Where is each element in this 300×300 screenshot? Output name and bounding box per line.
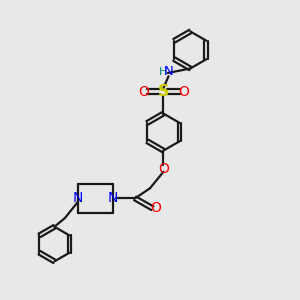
- Text: S: S: [158, 84, 169, 99]
- Text: H: H: [159, 67, 168, 77]
- Text: N: N: [107, 191, 118, 206]
- Text: N: N: [73, 191, 83, 206]
- Text: O: O: [178, 85, 189, 99]
- Text: N: N: [164, 65, 173, 78]
- Text: O: O: [138, 85, 149, 99]
- Text: O: O: [151, 201, 161, 215]
- Text: O: O: [158, 161, 169, 176]
